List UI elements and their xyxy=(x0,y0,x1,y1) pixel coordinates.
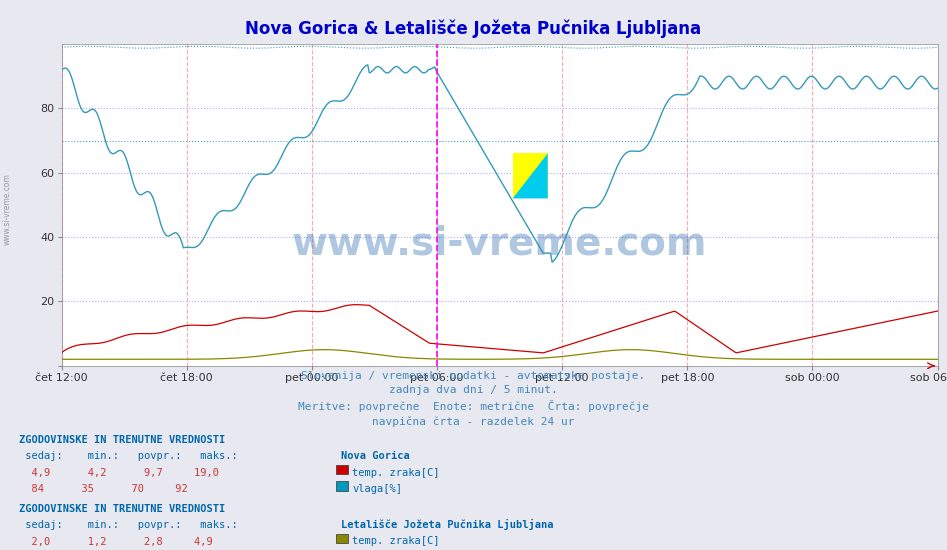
Text: sedaj:    min.:   povpr.:   maks.:: sedaj: min.: povpr.: maks.: xyxy=(19,451,238,461)
Text: Nova Gorica: Nova Gorica xyxy=(341,451,410,461)
Text: temp. zraka[C]: temp. zraka[C] xyxy=(352,536,439,547)
Text: vlaga[%]: vlaga[%] xyxy=(352,484,402,494)
Text: 4,9      4,2      9,7     19,0: 4,9 4,2 9,7 19,0 xyxy=(19,468,219,478)
Text: 84      35      70     92: 84 35 70 92 xyxy=(19,484,188,494)
Polygon shape xyxy=(512,153,547,199)
Text: ZGODOVINSKE IN TRENUTNE VREDNOSTI: ZGODOVINSKE IN TRENUTNE VREDNOSTI xyxy=(19,503,225,514)
Text: Slovenija / vremenski podatki - avtomatske postaje.
zadnja dva dni / 5 minut.
Me: Slovenija / vremenski podatki - avtomats… xyxy=(298,371,649,427)
Text: www.si-vreme.com: www.si-vreme.com xyxy=(292,224,707,262)
Text: Nova Gorica & Letališče Jožeta Pučnika Ljubljana: Nova Gorica & Letališče Jožeta Pučnika L… xyxy=(245,19,702,38)
Text: ZGODOVINSKE IN TRENUTNE VREDNOSTI: ZGODOVINSKE IN TRENUTNE VREDNOSTI xyxy=(19,434,225,445)
Bar xyxy=(512,153,547,199)
Text: Letališče Jožeta Pučnika Ljubljana: Letališče Jožeta Pučnika Ljubljana xyxy=(341,519,553,530)
Text: www.si-vreme.com: www.si-vreme.com xyxy=(3,173,12,245)
Text: 2,0      1,2      2,8     4,9: 2,0 1,2 2,8 4,9 xyxy=(19,536,213,547)
Text: temp. zraka[C]: temp. zraka[C] xyxy=(352,468,439,478)
Text: sedaj:    min.:   povpr.:   maks.:: sedaj: min.: povpr.: maks.: xyxy=(19,520,238,530)
